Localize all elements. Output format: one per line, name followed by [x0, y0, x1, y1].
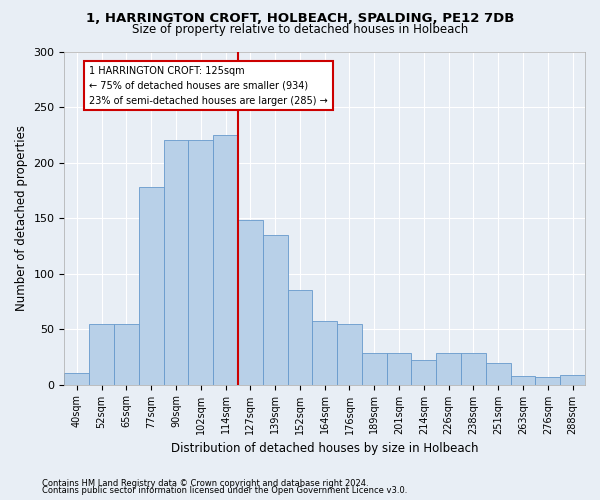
Bar	[213, 135, 238, 384]
Bar	[486, 364, 511, 384]
Bar	[89, 324, 114, 384]
Bar	[362, 354, 386, 384]
Bar	[114, 324, 139, 384]
Text: Size of property relative to detached houses in Holbeach: Size of property relative to detached ho…	[132, 22, 468, 36]
Text: 1 HARRINGTON CROFT: 125sqm
← 75% of detached houses are smaller (934)
23% of sem: 1 HARRINGTON CROFT: 125sqm ← 75% of deta…	[89, 66, 328, 106]
Bar	[188, 140, 213, 384]
Bar	[560, 374, 585, 384]
Bar	[461, 354, 486, 384]
X-axis label: Distribution of detached houses by size in Holbeach: Distribution of detached houses by size …	[171, 442, 478, 455]
Bar	[436, 354, 461, 384]
Bar	[287, 290, 313, 384]
Text: 1, HARRINGTON CROFT, HOLBEACH, SPALDING, PE12 7DB: 1, HARRINGTON CROFT, HOLBEACH, SPALDING,…	[86, 12, 514, 24]
Bar	[535, 377, 560, 384]
Y-axis label: Number of detached properties: Number of detached properties	[15, 125, 28, 311]
Bar	[511, 376, 535, 384]
Bar	[64, 374, 89, 384]
Bar	[238, 220, 263, 384]
Bar	[412, 360, 436, 384]
Bar	[386, 354, 412, 384]
Bar	[313, 322, 337, 384]
Bar	[263, 234, 287, 384]
Text: Contains public sector information licensed under the Open Government Licence v3: Contains public sector information licen…	[42, 486, 407, 495]
Bar	[164, 140, 188, 384]
Bar	[139, 187, 164, 384]
Text: Contains HM Land Registry data © Crown copyright and database right 2024.: Contains HM Land Registry data © Crown c…	[42, 478, 368, 488]
Bar	[337, 324, 362, 384]
